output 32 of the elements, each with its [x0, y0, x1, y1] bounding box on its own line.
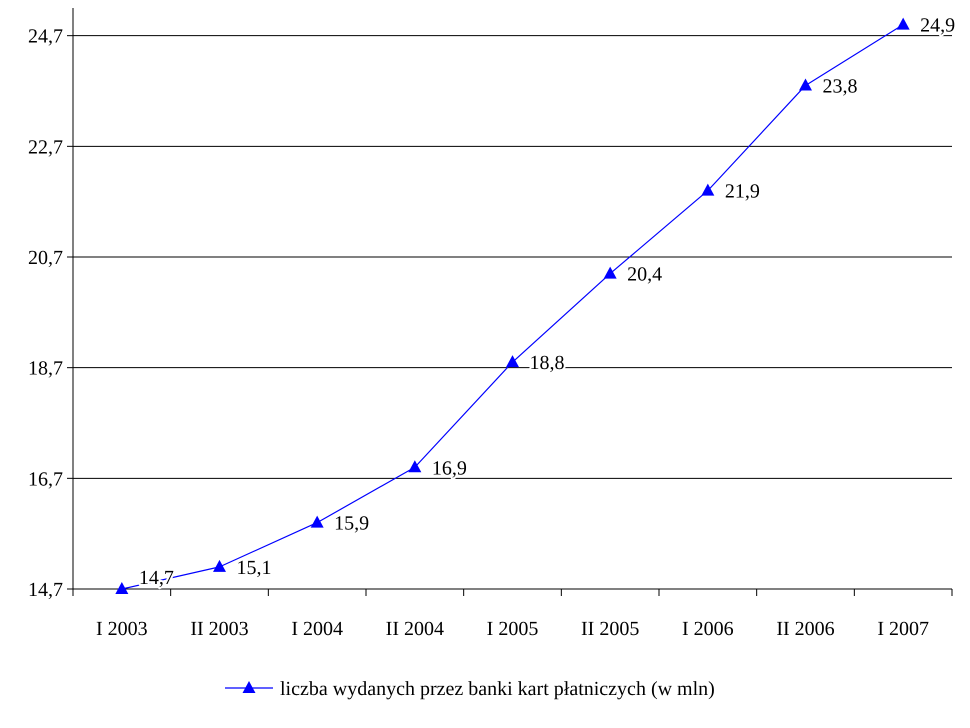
legend-label: liczba wydanych przez banki kart płatniczych (w mln)	[280, 678, 715, 700]
x-tick-label: II 2003	[190, 618, 249, 640]
x-tick-label: I 2006	[682, 618, 734, 640]
point	[604, 266, 617, 279]
point	[506, 355, 519, 368]
data-label: 23,8	[822, 75, 858, 98]
point	[799, 78, 812, 90]
x-tick-label: I 2005	[486, 618, 538, 640]
point	[213, 560, 226, 572]
y-tick-label: 16,7	[28, 468, 63, 490]
x-tick-label: I 2004	[291, 618, 344, 640]
point	[115, 582, 128, 594]
x-tick-label: I 2007	[877, 618, 930, 640]
x-tick-label: I 2003	[96, 618, 148, 640]
point	[896, 18, 910, 30]
data-label: 21,9	[724, 180, 760, 203]
point	[701, 184, 714, 196]
y-tick-label: 22,7	[28, 136, 63, 158]
data-label: 20,4	[627, 264, 662, 286]
x-tick-label: II 2006	[776, 618, 835, 640]
x-tick-label: II 2004	[386, 618, 444, 640]
point	[408, 460, 422, 472]
data-label: 16,9	[432, 457, 467, 480]
point	[310, 516, 324, 528]
data-label: 15,1	[236, 556, 272, 579]
y-tick-label: 18,7	[28, 358, 63, 380]
y-tick-label: 24,7	[28, 26, 63, 48]
data-label: 15,9	[334, 512, 370, 535]
x-tick-label: II 2005	[581, 618, 640, 640]
y-tick-label: 14,7	[28, 579, 63, 601]
data-label: 24,9	[920, 14, 956, 37]
y-tick-label: 20,7	[28, 247, 63, 269]
